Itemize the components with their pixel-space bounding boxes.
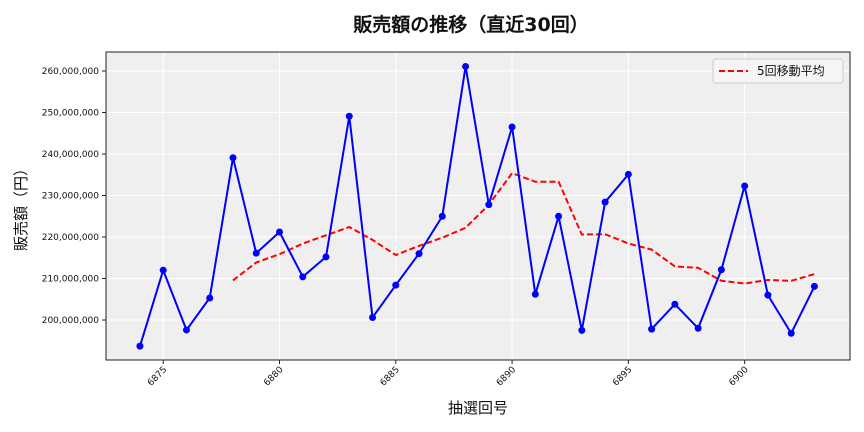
y-tick-label: 220,000,000 bbox=[42, 233, 100, 243]
plot-background bbox=[106, 52, 850, 360]
sales-line bbox=[136, 62, 818, 350]
chart-title: 販売額の推移（直近30回） bbox=[353, 13, 588, 36]
data-point-marker bbox=[182, 326, 190, 334]
legend: 5回移動平均 bbox=[712, 58, 844, 84]
y-tick-label: 230,000,000 bbox=[42, 192, 100, 202]
data-point-marker bbox=[136, 342, 144, 350]
data-point-marker bbox=[764, 291, 772, 299]
y-axis: 200,000,000 210,000,000 220,000,000 230,000… bbox=[42, 67, 106, 326]
data-point-marker bbox=[229, 154, 237, 162]
data-point-marker bbox=[159, 266, 167, 274]
x-tick-label: 6895 bbox=[611, 365, 634, 388]
y-tick-label: 200,000,000 bbox=[42, 316, 100, 326]
x-axis: 6875 6880 6885 6890 6895 6900 bbox=[146, 360, 751, 388]
data-point-marker bbox=[648, 325, 656, 333]
sales-polyline bbox=[139, 66, 816, 347]
data-point-marker bbox=[392, 281, 400, 289]
data-point-marker bbox=[206, 294, 214, 302]
y-tick-label: 240,000,000 bbox=[42, 150, 100, 160]
y-tick-label: 260,000,000 bbox=[42, 67, 100, 77]
legend-box bbox=[712, 58, 844, 84]
x-tick-label: 6880 bbox=[262, 365, 285, 388]
data-point-marker bbox=[810, 282, 818, 290]
data-point-marker bbox=[601, 198, 609, 206]
data-point-marker bbox=[555, 212, 563, 220]
x-tick-label: 6900 bbox=[727, 365, 750, 388]
x-tick-label: 6885 bbox=[379, 365, 402, 388]
plot-area bbox=[105, 51, 851, 361]
data-point-marker bbox=[462, 62, 470, 70]
data-point-marker bbox=[717, 266, 725, 274]
legend-label-moving-average: 5回移動平均 bbox=[757, 64, 825, 78]
y-axis-label: 販売額（円） bbox=[12, 161, 30, 251]
plot-border bbox=[105, 51, 851, 361]
data-point-marker bbox=[578, 326, 586, 334]
data-point-marker bbox=[415, 250, 423, 258]
data-point-marker bbox=[369, 314, 377, 322]
data-point-marker bbox=[694, 324, 702, 332]
data-point-marker bbox=[345, 112, 353, 120]
data-point-marker bbox=[252, 249, 260, 257]
x-tick-label: 6875 bbox=[146, 365, 169, 388]
x-axis-label: 抽選回号 bbox=[448, 399, 508, 417]
x-tick-label: 6890 bbox=[495, 365, 518, 388]
data-point-marker bbox=[787, 329, 795, 337]
y-tick-label: 250,000,000 bbox=[42, 109, 100, 119]
data-point-marker bbox=[671, 300, 679, 308]
data-point-marker bbox=[275, 228, 283, 236]
data-point-marker bbox=[485, 201, 493, 209]
data-point-marker bbox=[299, 273, 307, 281]
data-point-marker bbox=[508, 123, 516, 131]
data-point-marker bbox=[322, 253, 330, 261]
y-tick-label: 210,000,000 bbox=[42, 274, 100, 284]
data-point-marker bbox=[438, 212, 446, 220]
data-point-marker bbox=[624, 170, 632, 178]
data-point-marker bbox=[531, 290, 539, 298]
data-point-marker bbox=[741, 182, 749, 190]
